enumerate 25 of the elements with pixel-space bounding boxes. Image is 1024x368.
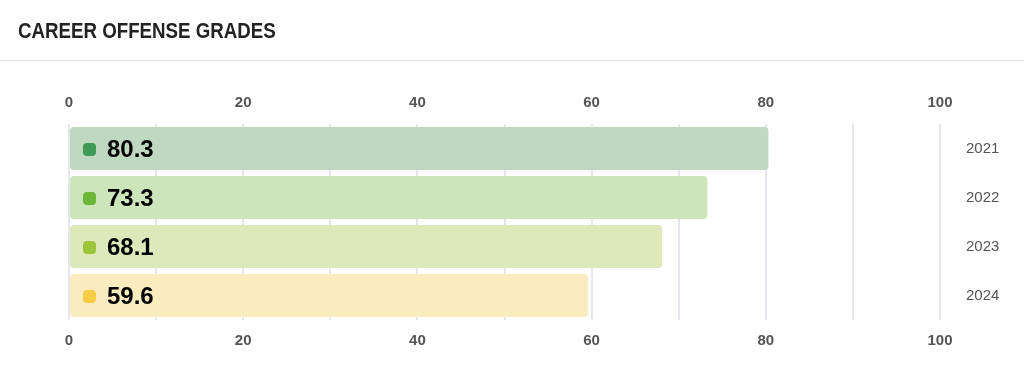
x2-tick-label: 40 [409,93,426,111]
y-tick-label: 2021 [966,138,1000,156]
data-label: 73.3 [107,184,154,212]
x2-tick-label: 100 [927,93,953,111]
x-tick-label: 20 [234,331,252,349]
y-tick-label: 2023 [966,236,1000,254]
data-label: 68.1 [107,233,154,261]
chart-title: CAREER OFFENSE GRADES [18,18,276,44]
x-tick-label: 0 [64,331,74,349]
data-label: 80.3 [107,135,154,163]
bar [70,126,769,171]
y-tick-label: 2024 [966,285,1000,303]
x-tick-label: 60 [583,331,600,349]
x-tick-label: 80 [757,331,775,349]
data-label: 59.6 [107,282,154,310]
x2-tick-label: 60 [583,93,600,111]
bar [70,224,663,269]
y-tick-label: 2022 [966,187,1000,205]
x-tick-label: 100 [927,331,953,349]
x-tick-label: 40 [409,331,426,349]
bar [70,175,708,220]
bar [70,273,589,318]
x2-tick-label: 20 [234,93,252,111]
x2-tick-label: 0 [64,93,74,111]
x2-tick-label: 80 [757,93,775,111]
